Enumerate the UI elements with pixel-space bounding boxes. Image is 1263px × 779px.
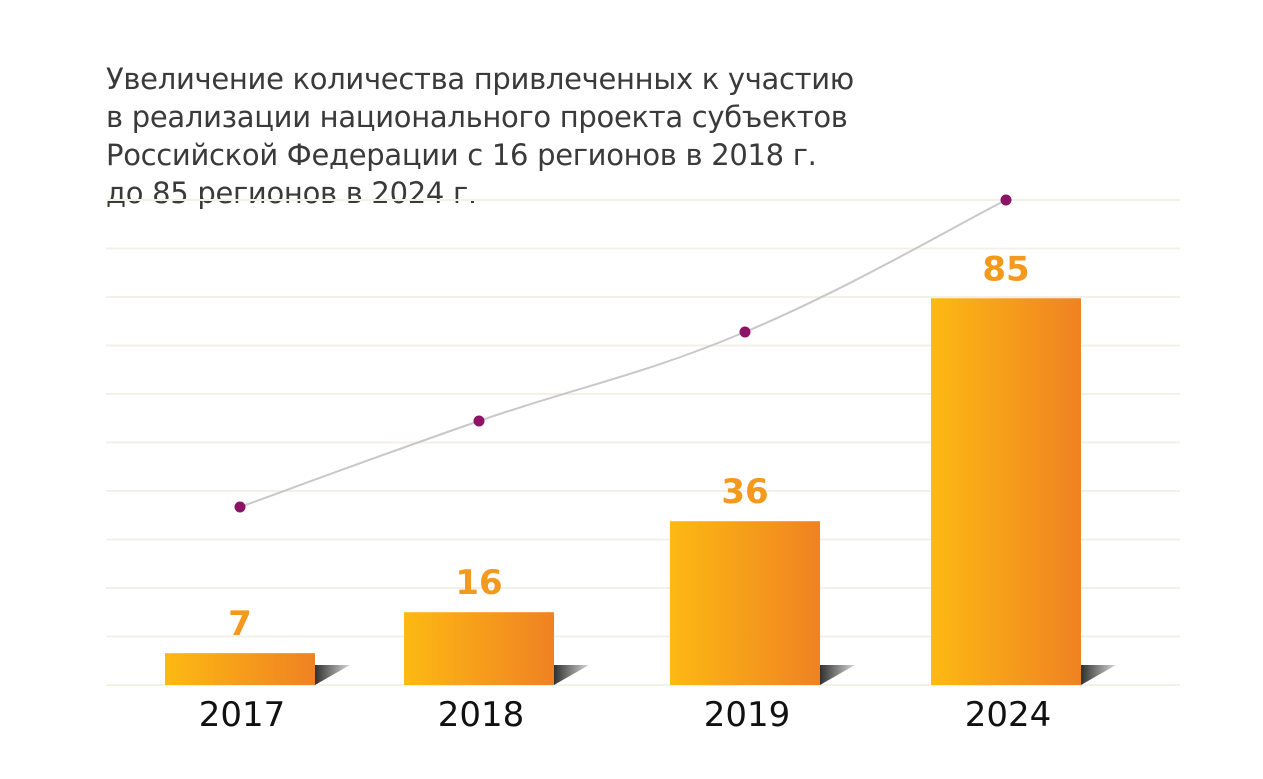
bar: [165, 653, 315, 685]
trend-line-group: [234, 194, 1012, 513]
chart-title-line: до 85 регионов в 2024 г.: [106, 176, 477, 210]
labels: 7 2017 16 2018 36 2019 85 2024: [199, 249, 1052, 735]
bar-value-label: 85: [982, 249, 1029, 289]
chart-title-line: Увеличение количества привлеченных к уча…: [106, 62, 854, 96]
bar-value-label: 16: [455, 563, 502, 603]
bars: [165, 298, 1116, 685]
bar-shadow: [818, 665, 855, 685]
category-label: 2017: [199, 695, 286, 735]
category-label: 2018: [438, 695, 525, 735]
chart-title-line: Российской Федерации с 16 регионов в 201…: [106, 138, 817, 172]
bar: [931, 298, 1081, 685]
category-label: 2024: [965, 695, 1052, 735]
bar: [404, 612, 554, 685]
bar-shadow: [552, 665, 589, 685]
bar-shadow: [1079, 665, 1116, 685]
bar-value-label: 7: [228, 604, 252, 644]
chart-title-line: в реализации национального проекта субъе…: [106, 100, 848, 134]
bar: [670, 521, 820, 685]
trend-point: [1000, 194, 1012, 206]
bar-shadow: [313, 665, 350, 685]
trend-point: [473, 415, 485, 427]
trend-point: [739, 326, 751, 338]
chart-title: Увеличение количества привлеченных к уча…: [106, 60, 1006, 212]
trend-line: [239, 199, 1007, 508]
bar-value-label: 36: [721, 472, 768, 512]
category-label: 2019: [704, 695, 791, 735]
trend-point: [234, 501, 246, 513]
